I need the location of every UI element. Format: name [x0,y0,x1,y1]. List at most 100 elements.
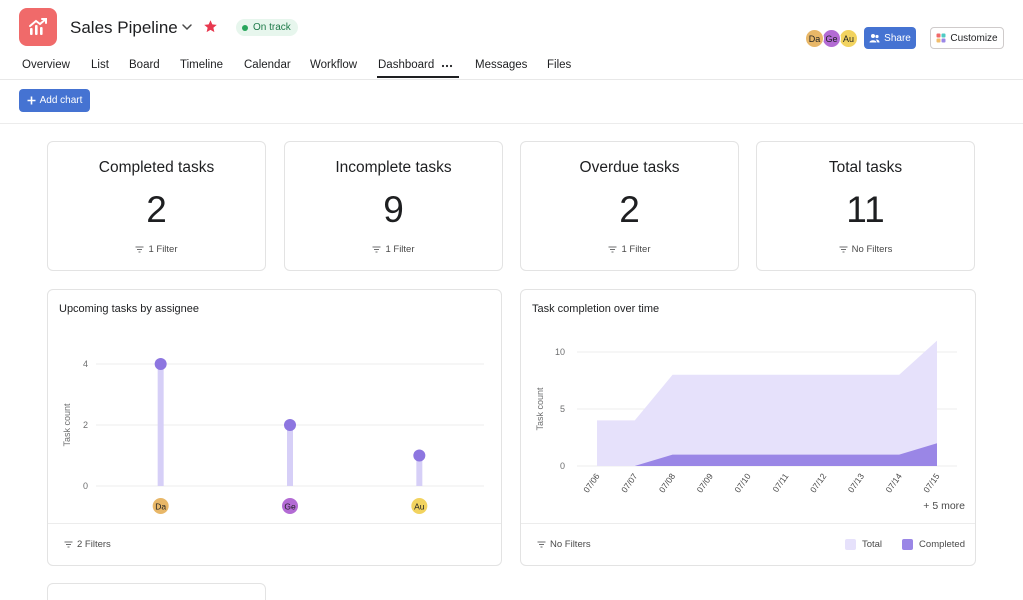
stat-filter-label: No Filters [851,244,893,255]
star-icon[interactable] [203,19,218,34]
stat-title: Overdue tasks [579,159,680,176]
add-chart-button[interactable]: Add chart [19,89,90,112]
bar [287,425,293,486]
filter-icon [537,541,546,548]
customize-button[interactable]: Customize [930,27,1004,49]
x-tick-label: Da [155,502,166,512]
x-tick-label: 07/14 [883,471,904,494]
project-icon[interactable] [19,8,57,46]
x-tick-avatar [282,498,298,514]
tab-messages[interactable]: Messages [475,59,528,71]
x-tick-label: 07/12 [808,471,829,494]
chart-filter[interactable]: No Filters [537,539,591,550]
x-tick-label: 07/08 [657,471,678,494]
status-label: On track [253,22,291,33]
completion-area-chart: 0 5 10 Task count 07/06 07/07 07/08 07/09 07/10 0… [535,340,957,495]
member-avatars[interactable]: Da Ge Au [805,29,861,48]
chart-card-partial[interactable] [47,583,266,600]
tab-files[interactable]: Files [547,59,572,71]
y-axis-label: Task count [535,387,545,431]
x-tick-label: 07/11 [770,471,790,494]
y-tick-label: 2 [83,420,88,430]
stat-value: 2 [146,189,167,230]
project-header: Sales Pipeline On track Da Ge Au Share C… [0,0,1023,80]
more-dates-link[interactable]: + 5 more [923,500,965,512]
page-title: Sales Pipeline [70,18,178,37]
plus-icon [27,96,36,105]
y-tick-label: 5 [560,404,565,414]
y-axis-label: Task count [62,403,72,447]
legend-swatch-total [844,539,856,550]
share-label: Share [884,32,911,44]
stat-card-overdue[interactable]: Overdue tasks 2 1 Filter [520,141,739,271]
more-options-icon[interactable] [441,64,453,68]
tab-overview[interactable]: Overview [22,59,70,71]
stat-filter[interactable]: 1 Filter [285,244,502,255]
tab-workflow[interactable]: Workflow [310,59,358,71]
filter-icon [608,246,617,253]
tab-dashboard[interactable]: Dashboard [377,59,459,78]
x-tick-label: 07/15 [921,471,942,494]
avatar[interactable]: Ge [822,29,841,48]
share-button[interactable]: Share [864,27,916,49]
avatar[interactable]: Da [805,29,824,48]
stat-filter[interactable]: No Filters [757,244,974,255]
x-tick-label: 07/10 [732,471,753,494]
stat-value: 2 [619,189,640,230]
chart-footer: No Filters Total Completed [521,523,975,565]
data-point [154,358,167,370]
filter-icon [372,246,381,253]
y-tick-label: 0 [83,481,88,491]
stat-card-incomplete[interactable]: Incomplete tasks 9 1 Filter [284,141,503,271]
filter-icon [64,541,73,548]
chart-card-assignee[interactable]: Upcoming tasks by assignee 0 2 4 Task count… [47,289,502,566]
avatar[interactable]: Au [839,29,858,48]
data-point [413,449,426,462]
legend-swatch-completed [902,539,914,550]
stat-title: Completed tasks [98,159,215,176]
stat-title: Incomplete tasks [335,159,452,176]
tab-dashboard-label: Dashboard [378,59,435,71]
legend-label-total: Total [861,539,883,550]
y-tick-label: 4 [83,359,88,369]
chart-footer: 2 Filters [48,523,501,565]
stat-filter[interactable]: 1 Filter [48,244,265,255]
area-series-total [597,340,937,466]
stat-filter-label: 1 Filter [621,244,651,255]
tab-timeline[interactable]: Timeline [180,59,224,71]
legend-label-completed: Completed [919,539,965,550]
status-dot-icon [242,24,248,31]
chart-filter[interactable]: 2 Filters [64,539,111,550]
stat-card-total[interactable]: Total tasks 11 No Filters [756,141,975,271]
tab-list[interactable]: List [91,59,109,71]
data-point [284,419,296,431]
filter-icon [839,246,848,253]
bar [157,364,164,486]
chart-legend: Total Completed [844,539,965,550]
tab-board[interactable]: Board [129,59,160,71]
tab-calendar[interactable]: Calendar [244,59,291,71]
dashboard-toolbar: Add chart [0,80,1023,124]
chart-filter-label: 2 Filters [77,539,111,550]
chart-trend-icon [29,18,47,35]
bar [416,455,423,486]
chevron-down-icon[interactable] [180,20,194,34]
stat-title: Total tasks [828,159,903,176]
stat-value: 9 [383,189,404,230]
chart-filter-label: No Filters [550,539,591,550]
x-tick-label: 07/09 [695,471,716,494]
stat-card-completed[interactable]: Completed tasks 2 1 Filter [47,141,266,271]
stat-filter[interactable]: 1 Filter [521,244,738,255]
y-tick-label: 10 [555,347,565,357]
x-tick-label: Ge [284,502,296,512]
chart-card-completion[interactable]: Task completion over time 0 5 10 Task count… [520,289,976,566]
add-chart-label: Add chart [39,95,83,106]
status-badge[interactable]: On track [236,19,298,36]
assignee-lollipop-chart: 0 2 4 Task count Da Ge Au [62,358,484,514]
chart-title: Upcoming tasks by assignee [59,303,200,315]
x-tick-avatar [411,498,428,514]
customize-label: Customize [950,32,998,44]
x-tick-label: Au [414,502,425,512]
x-tick-label: 07/07 [619,471,640,494]
x-tick-label: 07/06 [581,471,602,494]
